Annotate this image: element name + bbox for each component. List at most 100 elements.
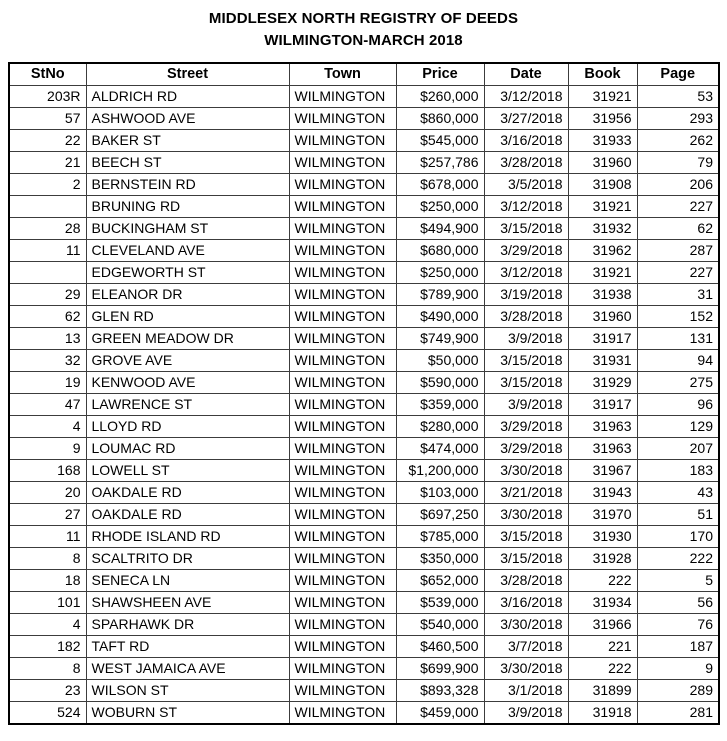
cell-street: RHODE ISLAND RD	[85, 525, 290, 548]
cell-price: $257,786	[395, 151, 485, 174]
page-title-line2: WILMINGTON-MARCH 2018	[264, 32, 463, 49]
cell-price: $250,000	[395, 195, 485, 218]
cell-price: $494,900	[395, 217, 485, 240]
cell-stno: 4	[8, 415, 87, 438]
column-header-town: Town	[288, 62, 397, 86]
cell-price: $540,000	[395, 613, 485, 636]
column-header-stno: StNo	[8, 62, 87, 86]
cell-stno: 8	[8, 657, 87, 680]
cell-book: 31934	[567, 591, 638, 614]
cell-town: WILMINGTON	[288, 635, 397, 658]
cell-date: 3/15/2018	[483, 371, 569, 394]
table-row: 21 BEECH ST WILMINGTON $257,786 3/28/2018 319…	[8, 151, 720, 174]
cell-book: 31933	[567, 129, 638, 152]
table-row: BRUNING RD WILMINGTON $250,000 3/12/2018 319…	[8, 195, 720, 218]
cell-book: 31921	[567, 195, 638, 218]
cell-stno: 101	[8, 591, 87, 614]
cell-town: WILMINGTON	[288, 591, 397, 614]
cell-street: BUCKINGHAM ST	[85, 217, 290, 240]
cell-book: 31962	[567, 239, 638, 262]
cell-stno: 524	[8, 701, 87, 725]
cell-town: WILMINGTON	[288, 129, 397, 152]
table-row: 11 RHODE ISLAND RD WILMINGTON $785,000 3/15/…	[8, 525, 720, 548]
cell-price: $678,000	[395, 173, 485, 196]
table-row: 2 BERNSTEIN RD WILMINGTON $678,000 3/5/2018 3…	[8, 173, 720, 196]
cell-price: $697,250	[395, 503, 485, 526]
cell-price: $789,900	[395, 283, 485, 306]
cell-town: WILMINGTON	[288, 173, 397, 196]
table-row: 8 WEST JAMAICA AVE WILMINGTON $699,900 3/30/…	[8, 657, 720, 680]
cell-stno: 182	[8, 635, 87, 658]
cell-page: 129	[636, 415, 720, 438]
cell-stno: 20	[8, 481, 87, 504]
cell-street: KENWOOD AVE	[85, 371, 290, 394]
cell-page: 31	[636, 283, 720, 306]
cell-price: $250,000	[395, 261, 485, 284]
page-title-line1: MIDDLESEX NORTH REGISTRY OF DEEDS	[208, 10, 519, 27]
cell-page: 43	[636, 481, 720, 504]
cell-book: 31938	[567, 283, 638, 306]
cell-book: 31908	[567, 173, 638, 196]
cell-price: $590,000	[395, 371, 485, 394]
cell-price: $545,000	[395, 129, 485, 152]
cell-price: $460,500	[395, 635, 485, 658]
cell-price: $749,900	[395, 327, 485, 350]
cell-date: 3/30/2018	[483, 503, 569, 526]
cell-street: ELEANOR DR	[85, 283, 290, 306]
cell-date: 3/28/2018	[483, 151, 569, 174]
cell-date: 3/9/2018	[483, 327, 569, 350]
table-row: EDGEWORTH ST WILMINGTON $250,000 3/12/2018 3…	[8, 261, 720, 284]
cell-stno: 47	[8, 393, 87, 416]
table-row: 28 BUCKINGHAM ST WILMINGTON $494,900 3/15/20…	[8, 217, 720, 240]
cell-town: WILMINGTON	[288, 569, 397, 592]
cell-price: $280,000	[395, 415, 485, 438]
cell-date: 3/15/2018	[483, 525, 569, 548]
table-row: 29 ELEANOR DR WILMINGTON $789,900 3/19/2018 3…	[8, 283, 720, 306]
cell-book: 31963	[567, 415, 638, 438]
cell-town: WILMINGTON	[288, 217, 397, 240]
cell-town: WILMINGTON	[288, 305, 397, 328]
cell-price: $260,000	[395, 85, 485, 108]
cell-town: WILMINGTON	[288, 657, 397, 680]
cell-date: 3/29/2018	[483, 239, 569, 262]
cell-page: 51	[636, 503, 720, 526]
table-row: 182 TAFT RD WILMINGTON $460,500 3/7/2018 221 1…	[8, 635, 720, 658]
cell-page: 5	[636, 569, 720, 592]
table-row: 47 LAWRENCE ST WILMINGTON $359,000 3/9/2018 3…	[8, 393, 720, 416]
table-row: 4 LLOYD RD WILMINGTON $280,000 3/29/2018 3196…	[8, 415, 720, 438]
cell-date: 3/15/2018	[483, 349, 569, 372]
cell-price: $459,000	[395, 701, 485, 725]
cell-town: WILMINGTON	[288, 393, 397, 416]
cell-date: 3/21/2018	[483, 481, 569, 504]
table-row: 13 GREEN MEADOW DR WILMINGTON $749,900 3/9/2…	[8, 327, 720, 350]
cell-town: WILMINGTON	[288, 503, 397, 526]
cell-page: 187	[636, 635, 720, 658]
cell-stno: 62	[8, 305, 87, 328]
column-header-street: Street	[85, 62, 290, 86]
cell-price: $50,000	[395, 349, 485, 372]
cell-stno	[8, 261, 87, 284]
cell-date: 3/16/2018	[483, 129, 569, 152]
cell-street: SCALTRITO DR	[85, 547, 290, 570]
cell-street: GROVE AVE	[85, 349, 290, 372]
cell-book: 31960	[567, 151, 638, 174]
cell-page: 281	[636, 701, 720, 725]
cell-price: $103,000	[395, 481, 485, 504]
cell-town: WILMINGTON	[288, 371, 397, 394]
cell-stno: 18	[8, 569, 87, 592]
cell-page: 183	[636, 459, 720, 482]
cell-street: LAWRENCE ST	[85, 393, 290, 416]
table-row: 23 WILSON ST WILMINGTON $893,328 3/1/2018 318…	[8, 679, 720, 702]
table-row: 27 OAKDALE RD WILMINGTON $697,250 3/30/2018 3…	[8, 503, 720, 526]
table-row: 11 CLEVELAND AVE WILMINGTON $680,000 3/29/20…	[8, 239, 720, 262]
cell-date: 3/30/2018	[483, 657, 569, 680]
cell-town: WILMINGTON	[288, 437, 397, 460]
table-row: 22 BAKER ST WILMINGTON $545,000 3/16/2018 319…	[8, 129, 720, 152]
cell-page: 79	[636, 151, 720, 174]
cell-price: $1,200,000	[395, 459, 485, 482]
cell-page: 206	[636, 173, 720, 196]
cell-street: BRUNING RD	[85, 195, 290, 218]
cell-price: $699,900	[395, 657, 485, 680]
table-row: 101 SHAWSHEEN AVE WILMINGTON $539,000 3/16/2…	[8, 591, 720, 614]
